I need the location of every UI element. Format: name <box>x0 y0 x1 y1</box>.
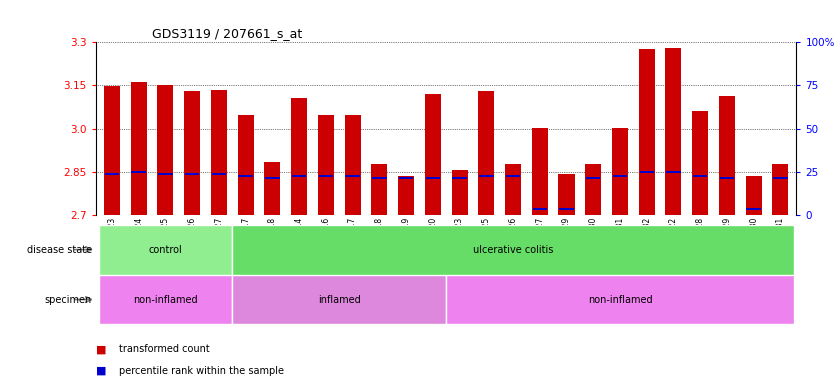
Text: non-inflamed: non-inflamed <box>133 295 198 305</box>
Text: specimen: specimen <box>44 295 92 305</box>
Text: ■: ■ <box>96 366 107 376</box>
Bar <box>233 225 794 275</box>
Bar <box>132 171 146 173</box>
Bar <box>238 115 254 215</box>
Bar <box>98 275 233 324</box>
Bar <box>265 177 279 179</box>
Bar <box>211 90 227 215</box>
Text: disease state: disease state <box>27 245 92 255</box>
Bar <box>98 225 233 275</box>
Bar <box>104 86 120 215</box>
Bar <box>692 111 708 215</box>
Bar <box>399 177 414 179</box>
Bar <box>773 177 787 179</box>
Text: control: control <box>148 245 183 255</box>
Bar <box>505 164 521 215</box>
Bar <box>719 96 735 215</box>
Bar <box>212 173 226 175</box>
Text: inflamed: inflamed <box>318 295 360 305</box>
Bar <box>319 175 333 177</box>
Text: transformed count: transformed count <box>119 344 210 354</box>
Bar <box>291 98 307 215</box>
Text: percentile rank within the sample: percentile rank within the sample <box>119 366 284 376</box>
Bar <box>131 82 147 215</box>
Bar <box>585 164 601 215</box>
Bar <box>292 175 306 177</box>
Bar <box>451 170 468 215</box>
Bar <box>640 171 654 173</box>
Bar <box>479 175 494 177</box>
Bar <box>425 177 440 179</box>
Bar <box>345 175 359 177</box>
Text: non-inflamed: non-inflamed <box>588 295 652 305</box>
Bar <box>158 85 173 215</box>
Bar <box>105 173 119 175</box>
Bar <box>185 173 199 175</box>
Bar <box>158 173 173 175</box>
Text: ulcerative colitis: ulcerative colitis <box>473 245 553 255</box>
Bar <box>532 128 548 215</box>
Bar <box>560 209 574 210</box>
Bar <box>693 175 707 177</box>
Bar <box>372 177 387 179</box>
Bar <box>666 171 681 173</box>
Bar <box>533 209 547 210</box>
Bar <box>586 177 600 179</box>
Bar <box>184 91 200 215</box>
Bar <box>452 177 467 179</box>
Bar <box>233 275 446 324</box>
Bar <box>746 209 761 210</box>
Bar <box>559 174 575 215</box>
Bar <box>772 164 788 215</box>
Bar <box>446 275 794 324</box>
Bar <box>505 175 520 177</box>
Bar <box>746 176 761 215</box>
Bar <box>478 91 495 215</box>
Bar <box>344 115 360 215</box>
Bar <box>318 115 334 215</box>
Bar <box>612 128 628 215</box>
Bar <box>398 176 414 215</box>
Bar <box>239 175 253 177</box>
Bar <box>425 94 441 215</box>
Bar <box>264 162 280 215</box>
Text: ■: ■ <box>96 344 107 354</box>
Bar <box>613 175 627 177</box>
Bar <box>639 48 655 215</box>
Text: GDS3119 / 207661_s_at: GDS3119 / 207661_s_at <box>152 26 302 40</box>
Bar <box>720 177 734 179</box>
Bar <box>666 48 681 215</box>
Bar <box>371 164 387 215</box>
